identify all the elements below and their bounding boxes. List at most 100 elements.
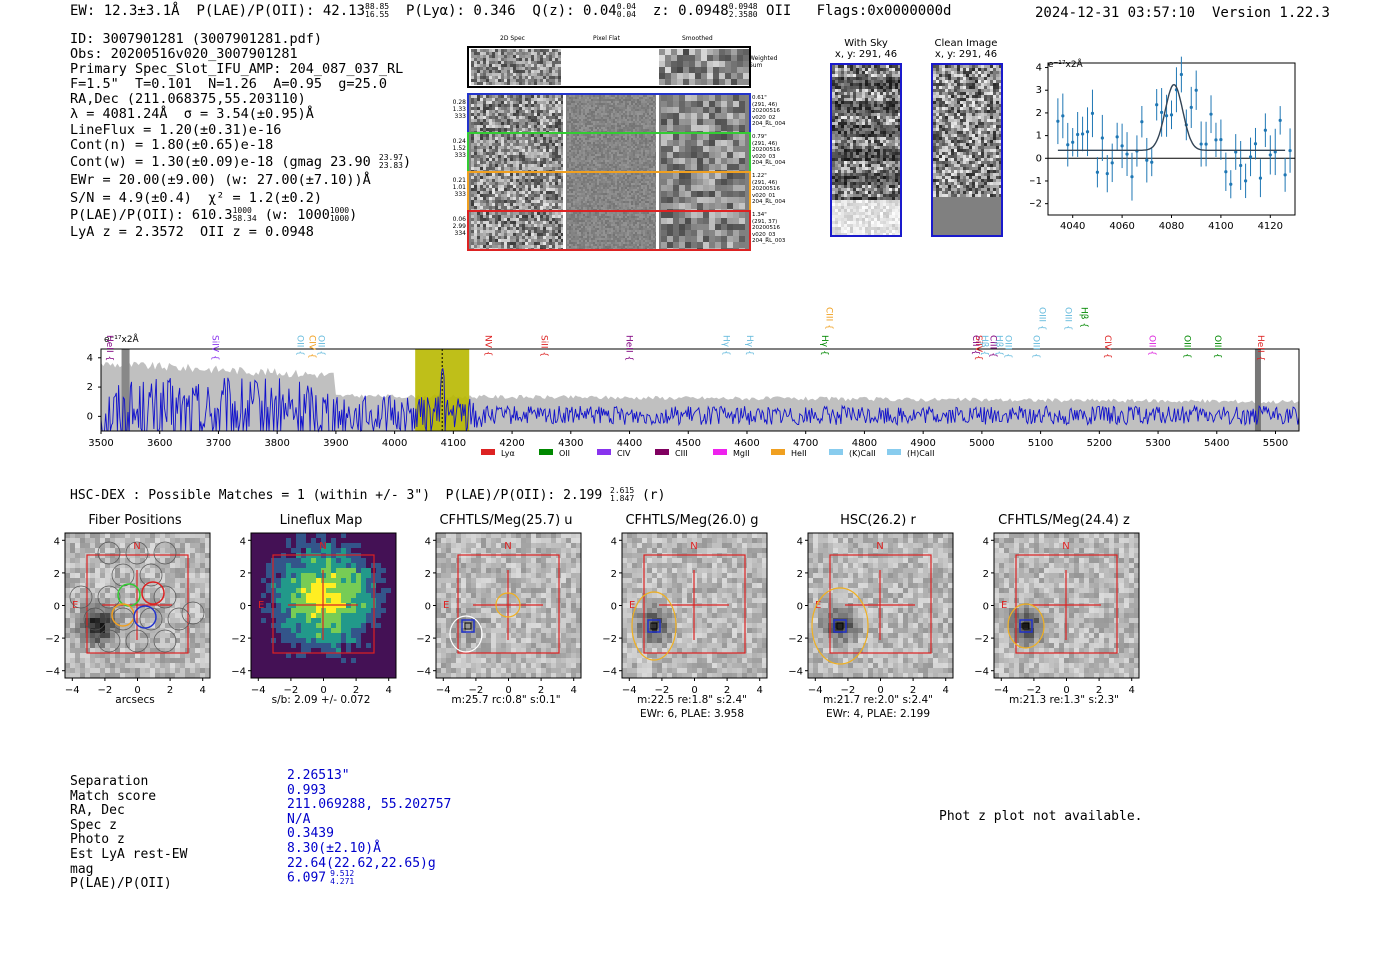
- east-label: E: [815, 600, 821, 611]
- fiber-circle: [125, 629, 149, 653]
- header-plae: P(LAE)/P(OII): 42.13: [196, 3, 366, 19]
- spectral-line-label: CIII {: [988, 335, 998, 358]
- cutout-row-left-stats: 0.21 1.01 333: [452, 177, 466, 198]
- info-plae: P(LAE)/P(OII): 610.31000 58.34 (w: 100010…: [70, 206, 358, 224]
- stamp-xtick: −4: [436, 685, 451, 696]
- spec-xtick: 4900: [910, 438, 935, 449]
- match-label: Spec z: [70, 817, 117, 833]
- spec-xtick: 4700: [793, 438, 818, 449]
- clean-image: [931, 63, 1003, 237]
- spec-xtick: 5500: [1263, 438, 1288, 449]
- stamp-ytick: 2: [797, 569, 803, 580]
- stamp-ytick: 2: [611, 569, 617, 580]
- spec-xtick: 5400: [1204, 438, 1229, 449]
- line-fit-plot: −2 −1 0 1 2 3 4 4040 4060 4080 4100 4120 e⁻¹⁷x2Å: [1027, 55, 1340, 235]
- spectral-line-label: Hβ {: [994, 335, 1004, 356]
- stamp-title: CFHTLS/Meg(24.4) z: [998, 513, 1130, 528]
- stamp-title: Fiber Positions: [88, 513, 182, 528]
- stamp-xtick: −2: [469, 685, 484, 696]
- cutout-row-image: [471, 134, 745, 176]
- header-timestamp: 2024-12-31 03:57:10 Version 1.22.3: [1034, 5, 1330, 21]
- fiber-circle: [153, 585, 177, 609]
- info-contn: Cont(n) = 1.80(±0.65)e-18: [70, 137, 274, 153]
- stamp-ytick: 0: [797, 602, 803, 613]
- spec-xtick: 4500: [676, 438, 701, 449]
- fit-xtick: 4100: [1208, 221, 1233, 232]
- cutout-row-right-info: 0.79" (291, 46) 20200516 v020_03 204_RL_004: [752, 134, 786, 166]
- legend-swatch: [771, 449, 785, 455]
- spectral-line-label: OIII {: [1062, 307, 1072, 331]
- stamp-ytick: 0: [611, 602, 617, 613]
- with-sky-title: With Sky x, y: 291, 46: [834, 38, 898, 60]
- weighted-smoothed: [659, 49, 749, 85]
- fit-ytick: −2: [1030, 199, 1042, 210]
- stamp-xtick: −2: [284, 685, 299, 696]
- north-label: N: [133, 541, 140, 552]
- legend-swatch: [713, 449, 727, 455]
- stamp-ytick: 4: [54, 536, 60, 547]
- stamp-ytick: 4: [983, 536, 989, 547]
- stamp-ytick: 0: [54, 602, 60, 613]
- match-value: 0.3439: [287, 826, 334, 842]
- stamp-plot: N E 4 2 0 −2 −4 −4 −2 0 2 4: [602, 532, 768, 696]
- stamp-xtick: −4: [65, 685, 80, 696]
- legend-label: CIII: [675, 449, 688, 458]
- stamp-xtick: 4: [943, 685, 949, 696]
- header-qz: Q(z): 0.04: [532, 3, 617, 19]
- stamp-xtick: −4: [808, 685, 823, 696]
- legend-label: MgII: [733, 449, 750, 458]
- fiber-circle: [133, 605, 157, 629]
- east-label: E: [258, 600, 264, 611]
- match-label: P(LAE)/P(OII): [70, 876, 172, 892]
- stamp-ytick: −4: [416, 667, 431, 678]
- legend-swatch: [597, 449, 611, 455]
- stamp-xtick: 2: [538, 685, 544, 696]
- fit-unit-label: e⁻¹⁷x2Å: [1048, 60, 1083, 70]
- spectral-line-label: NV {: [483, 335, 493, 356]
- fit-ytick: 3: [1036, 85, 1042, 96]
- match-label: Est LyA rest-EW: [70, 847, 188, 862]
- stamp-plot: N E 4 2 0 −2 −4 −4 −2 0 2 4: [788, 532, 954, 696]
- spectral-line-label: OIII {: [1002, 335, 1012, 359]
- info-radec: RA,Dec (211.068375,55.203110): [70, 91, 306, 107]
- header-summary: EW: 12.3±3.1Å P(LAE)/P(OII): 42.1388.85 1…: [70, 2, 952, 20]
- spec-xtick: 5100: [1028, 438, 1053, 449]
- image-stamp: CFHTLS/Meg(26.0) g N E 4 2 0 −2 −4 −4 −2 0 2 4 m:22.5…: [597, 510, 787, 725]
- stamp-ytick: −4: [231, 667, 246, 678]
- spectral-line-label: OIII {: [1181, 335, 1191, 359]
- version-label: Version 1.22.3: [1211, 5, 1330, 21]
- stamp-xtick: 4: [571, 685, 577, 696]
- stamp-ytick: −2: [416, 634, 431, 645]
- stamp-ytick: −4: [45, 667, 60, 678]
- spec-xtick: 4400: [617, 438, 642, 449]
- spec-ytick: 0: [87, 411, 93, 422]
- weighted-sum-strip: [467, 46, 751, 88]
- stamp-ytick: 2: [983, 569, 989, 580]
- info-ewr: EWr = 20.00(±9.00) (w: 27.00(±7.10))Å: [70, 172, 371, 188]
- fit-xtick: 4080: [1159, 221, 1184, 232]
- stamp-ytick: −4: [788, 667, 803, 678]
- spec-unit-label: e⁻¹⁷x2Å: [104, 335, 139, 345]
- stamp-ytick: 0: [425, 602, 431, 613]
- east-label: E: [72, 600, 78, 611]
- fiber-circle: [97, 629, 121, 653]
- spec-xtick: 4100: [441, 438, 466, 449]
- fiber-circle: [69, 585, 93, 609]
- spectral-line-label: CIV {: [1102, 335, 1112, 359]
- hsc-dex-header: HSC-DEX : Possible Matches = 1 (within +…: [70, 486, 666, 503]
- spectral-line-label: Hγ {: [819, 335, 829, 356]
- fiber-circle: [83, 607, 107, 631]
- cutout-row: 0.28 1.33 333 0.61" (291, 46) 20200516 v020_02…: [453, 93, 785, 137]
- cutout-row-left-stats: 0.06 2.99 334: [452, 216, 466, 237]
- info-obs: Obs: 20200516v020_3007901281: [70, 46, 298, 62]
- stamp-ytick: 0: [240, 602, 246, 613]
- fiber-circle: [153, 541, 177, 565]
- image-stamp: Fiber Positions N E 4 2 0 −2 −4 −4 −2 0 2 4 arcsecs: [40, 510, 230, 725]
- stamp-xtick: −4: [994, 685, 1009, 696]
- stamp-xtick: 0: [320, 685, 326, 696]
- spec-xtick: 3900: [323, 438, 348, 449]
- info-lambda: λ = 4081.24Å σ = 3.54(±0.95)Å: [70, 106, 314, 122]
- spec-xtick: 5200: [1087, 438, 1112, 449]
- stamp-ytick: −4: [974, 667, 989, 678]
- spec-xtick: 4600: [734, 438, 759, 449]
